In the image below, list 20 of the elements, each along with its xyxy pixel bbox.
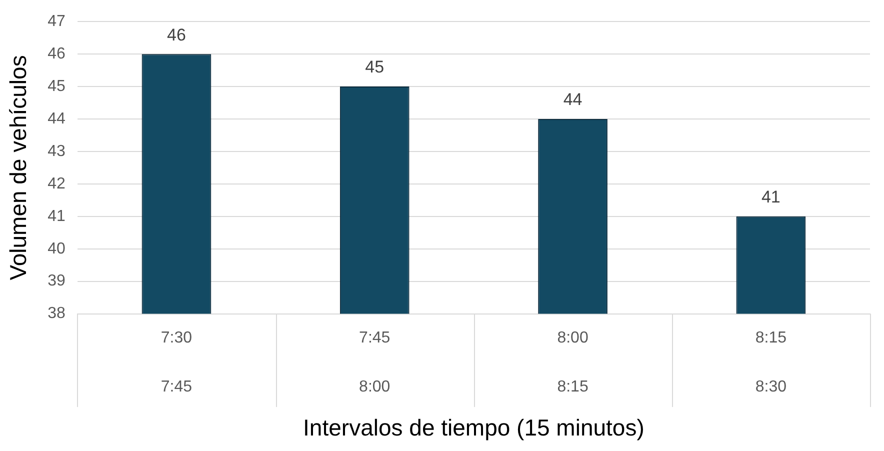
y-tick-label: 47 xyxy=(48,13,66,30)
y-tick-label: 38 xyxy=(48,305,66,322)
y-tick-label: 42 xyxy=(48,175,66,192)
category-label: 8:15 8:30 xyxy=(755,330,786,396)
y-tick-label: 44 xyxy=(48,110,66,128)
y-tick-label: 43 xyxy=(48,142,66,160)
category-label: 7:45 8:00 xyxy=(359,330,390,396)
y-axis-title: Volumen de vehículos xyxy=(5,55,32,280)
data-label: 41 xyxy=(761,188,780,207)
y-tick-label: 41 xyxy=(48,208,66,225)
x-axis-title: Intervalos de tiempo (15 minutos) xyxy=(303,414,644,441)
y-tick-label: 45 xyxy=(48,78,66,95)
data-label: 45 xyxy=(365,58,384,77)
data-label: 46 xyxy=(167,25,186,44)
category-label: 7:30 7:45 xyxy=(160,330,192,396)
y-tick-label: 39 xyxy=(48,272,66,290)
y-tick-label: 46 xyxy=(48,45,66,62)
y-tick-label: 40 xyxy=(48,240,66,258)
category-label: 8:00 8:15 xyxy=(557,330,588,396)
data-label: 44 xyxy=(563,90,582,110)
